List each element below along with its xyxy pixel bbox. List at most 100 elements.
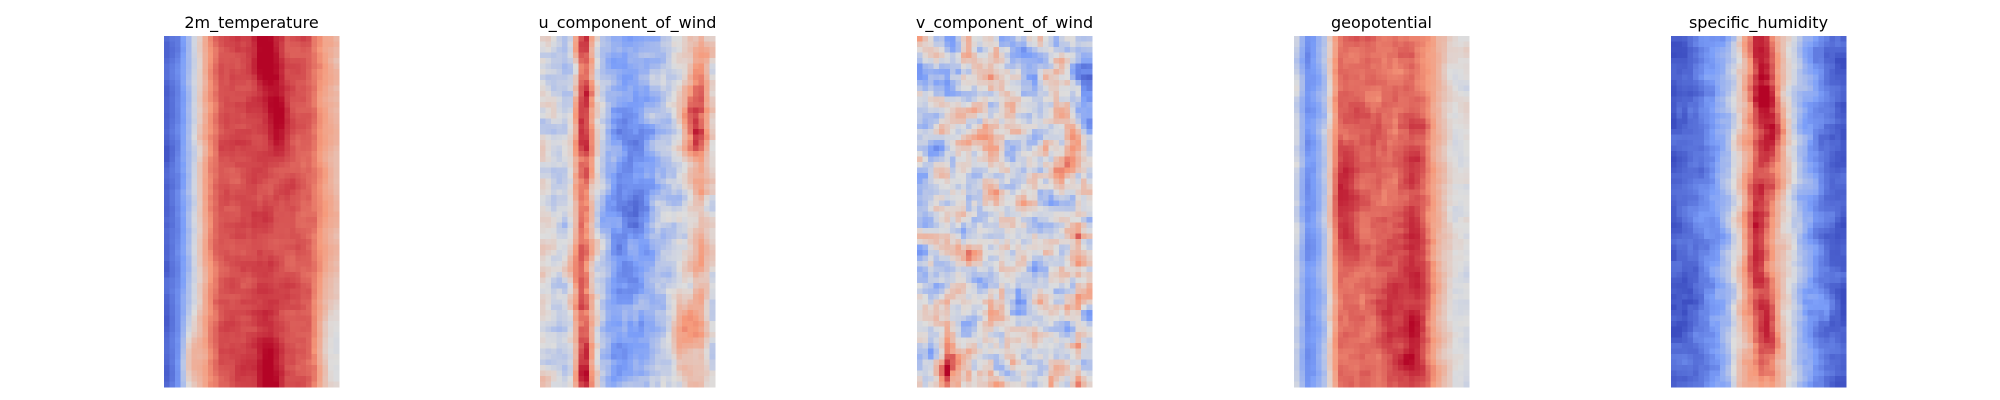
heatmap-cell <box>1053 96 1060 103</box>
heatmap-cell <box>1026 36 1033 43</box>
heatmap-cell <box>693 195 700 202</box>
heatmap-cell <box>295 211 302 218</box>
heatmap-cell <box>944 173 951 180</box>
heatmap-cell <box>1020 85 1027 92</box>
heatmap-cell <box>605 238 612 245</box>
heatmap-cell <box>317 233 324 240</box>
heatmap-cell <box>922 178 929 185</box>
heatmap-cell <box>622 85 629 92</box>
heatmap-cell <box>698 79 705 86</box>
heatmap-cell <box>218 271 225 278</box>
heatmap-cell <box>567 167 574 174</box>
heatmap-cell <box>169 178 176 185</box>
heatmap-cell <box>246 310 253 317</box>
heatmap-cell <box>567 381 574 388</box>
heatmap-cell <box>578 233 585 240</box>
heatmap-cell <box>676 123 683 130</box>
heatmap-cell <box>540 304 547 311</box>
heatmap-cell <box>284 233 291 240</box>
heatmap-cell <box>1015 57 1022 65</box>
heatmap-cell <box>191 101 198 108</box>
heatmap-cell <box>174 343 182 350</box>
heatmap-cell <box>922 68 929 75</box>
heatmap-cell <box>1070 167 1077 174</box>
heatmap-cell <box>545 74 552 81</box>
heatmap-cell <box>594 63 601 70</box>
heatmap-cell <box>616 162 623 169</box>
heatmap-cell <box>317 41 324 48</box>
heatmap-cell <box>196 255 203 262</box>
heatmap-cell <box>202 156 209 163</box>
heatmap-cell <box>1026 52 1033 59</box>
heatmap-cell <box>611 140 618 147</box>
heatmap-cell <box>246 140 253 147</box>
heatmap-cell <box>999 112 1006 119</box>
heatmap-cell <box>933 36 940 43</box>
heatmap-cell <box>1075 140 1082 147</box>
heatmap-cell <box>600 178 607 185</box>
heatmap-cell <box>251 244 258 251</box>
heatmap-cell <box>295 195 302 202</box>
heatmap-cell <box>164 376 171 383</box>
heatmap-cell <box>540 195 547 202</box>
heatmap-cell <box>295 101 302 108</box>
heatmap-cell <box>185 129 192 136</box>
heatmap-cell <box>317 211 324 218</box>
heatmap-cell <box>256 195 264 202</box>
heatmap-cell <box>246 381 253 388</box>
heatmap-cell <box>671 370 678 377</box>
heatmap-cell <box>322 134 329 141</box>
heatmap-cell <box>927 167 935 174</box>
heatmap-cell <box>993 36 1000 43</box>
heatmap-cell <box>196 57 203 65</box>
heatmap-cell <box>322 173 329 180</box>
heatmap-cell <box>693 255 700 262</box>
heatmap-cell <box>306 96 313 103</box>
heatmap-cell <box>295 206 302 213</box>
heatmap-cell <box>933 167 940 174</box>
heatmap-cell <box>643 156 650 163</box>
heatmap-cell <box>262 299 269 306</box>
heatmap-cell <box>246 85 253 92</box>
heatmap-cell <box>977 129 984 136</box>
heatmap-cell <box>273 107 280 114</box>
heatmap-cell <box>328 79 335 86</box>
heatmap-cell <box>284 277 291 284</box>
heatmap-cell <box>196 293 203 300</box>
heatmap-cell <box>256 200 264 207</box>
heatmap-cell <box>333 359 340 366</box>
heatmap-cell <box>572 134 579 141</box>
heatmap-cell <box>229 184 236 191</box>
heatmap-cell <box>1086 178 1093 185</box>
heatmap-cell <box>671 112 678 119</box>
heatmap-cell <box>328 140 335 147</box>
heatmap-cell <box>278 244 285 251</box>
heatmap-cell <box>300 145 307 152</box>
heatmap-cell <box>966 36 973 43</box>
heatmap-cell <box>649 151 656 158</box>
heatmap-cell <box>322 85 329 92</box>
heatmap-cell <box>556 52 563 59</box>
heatmap-cell <box>202 123 209 130</box>
heatmap-cell <box>306 238 313 245</box>
heatmap-cell <box>224 63 231 70</box>
heatmap-cell <box>213 332 220 339</box>
heatmap-cell <box>540 332 547 339</box>
heatmap-cell <box>627 376 634 383</box>
heatmap-cell <box>218 101 225 108</box>
heatmap-cell <box>638 233 645 240</box>
heatmap-cell <box>1042 156 1049 163</box>
heatmap-cell <box>693 343 700 350</box>
heatmap-cell <box>235 381 242 388</box>
heatmap-cell <box>262 178 269 185</box>
heatmap-cell <box>289 227 296 235</box>
heatmap-cell <box>627 222 634 229</box>
heatmap-cell <box>240 233 247 240</box>
heatmap-cell <box>676 63 683 70</box>
heatmap-cell <box>235 266 242 273</box>
heatmap-cell <box>278 233 285 240</box>
heatmap-cell <box>933 178 940 185</box>
heatmap-cell <box>256 178 264 185</box>
heatmap-cell <box>572 57 579 65</box>
heatmap-cell <box>213 63 220 70</box>
